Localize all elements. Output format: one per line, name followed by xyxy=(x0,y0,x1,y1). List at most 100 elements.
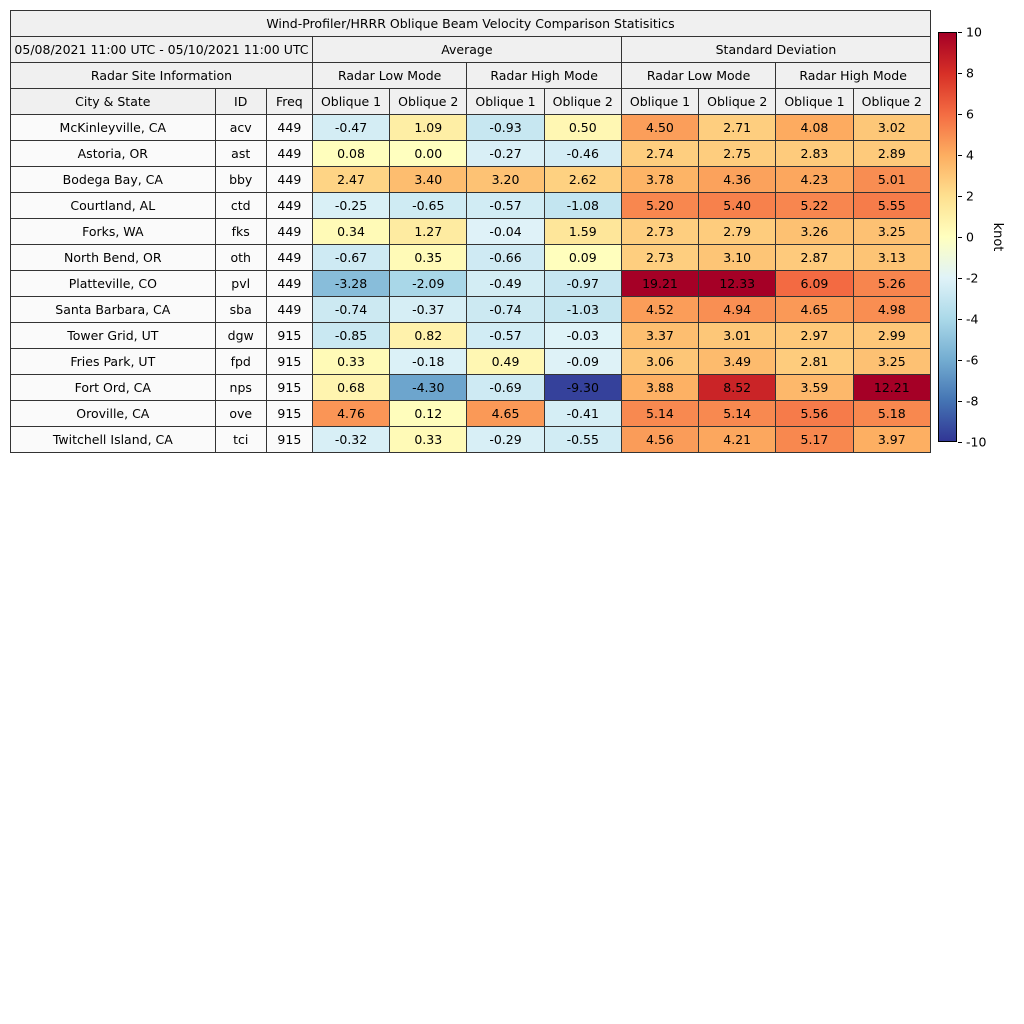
value-cell: -0.93 xyxy=(466,114,545,141)
freq-cell: 449 xyxy=(265,192,313,219)
table-row: North Bend, OR oth 449 -0.67 0.35 -0.66 0.09 2.… xyxy=(10,244,932,271)
city-state-cell: Platteville, CO xyxy=(10,270,216,297)
value-cell: -0.66 xyxy=(466,244,545,271)
value-cell: -0.46 xyxy=(543,140,622,167)
value-cell: -1.03 xyxy=(543,296,622,323)
col-header-oblique2: Oblique 2 xyxy=(543,88,622,115)
city-state-cell: Oroville, CA xyxy=(10,400,216,427)
value-cell: -9.30 xyxy=(543,374,622,401)
freq-cell: 449 xyxy=(265,166,313,193)
value-cell: 2.79 xyxy=(698,218,777,245)
colorbar-tick-mark xyxy=(958,237,962,238)
value-cell: 3.88 xyxy=(620,374,700,401)
value-cell: -0.55 xyxy=(543,426,622,453)
colorbar-tick-mark xyxy=(958,196,962,197)
value-cell: 3.25 xyxy=(852,348,932,375)
value-cell: 2.97 xyxy=(775,322,854,349)
period-cell: 05/08/2021 11:00 UTC - 05/10/2021 11:00 … xyxy=(10,36,313,63)
value-cell: 5.17 xyxy=(775,426,854,453)
value-cell: 2.83 xyxy=(775,140,854,167)
colorbar-tick-mark xyxy=(958,278,962,279)
std-low-mode-header: Radar Low Mode xyxy=(620,62,777,89)
avg-high-mode-header: Radar High Mode xyxy=(466,62,622,89)
site-id-cell: pvl xyxy=(214,270,267,297)
freq-cell: 915 xyxy=(265,426,313,453)
value-cell: 0.82 xyxy=(389,322,468,349)
value-cell: 5.01 xyxy=(852,166,932,193)
site-id-cell: nps xyxy=(214,374,267,401)
value-cell: 0.50 xyxy=(543,114,622,141)
site-info-header: Radar Site Information xyxy=(10,62,313,89)
value-cell: 0.33 xyxy=(311,348,391,375)
colorbar-tick-mark xyxy=(958,155,962,156)
city-state-cell: Forks, WA xyxy=(10,218,216,245)
value-cell: 5.40 xyxy=(698,192,777,219)
value-cell: -0.18 xyxy=(389,348,468,375)
value-cell: 3.26 xyxy=(775,218,854,245)
freq-cell: 449 xyxy=(265,218,313,245)
value-cell: -0.27 xyxy=(466,140,545,167)
value-cell: 2.73 xyxy=(620,218,700,245)
table-row: Twitchell Island, CA tci 915 -0.32 0.33 -0.29… xyxy=(10,426,932,453)
table-row: Bodega Bay, CA bby 449 2.47 3.40 3.20 2.62 3.78… xyxy=(10,166,932,193)
value-cell: 4.76 xyxy=(311,400,391,427)
value-cell: 5.14 xyxy=(620,400,700,427)
value-cell: 0.34 xyxy=(311,218,391,245)
value-cell: 1.27 xyxy=(389,218,468,245)
value-cell: 0.12 xyxy=(389,400,468,427)
value-cell: 3.37 xyxy=(620,322,700,349)
colorbar-tick-label: -4 xyxy=(966,311,979,327)
value-cell: 0.35 xyxy=(389,244,468,271)
table-row: Tower Grid, UT dgw 915 -0.85 0.82 -0.57 -0.03 3… xyxy=(10,322,932,349)
site-id-cell: ctd xyxy=(214,192,267,219)
value-cell: 2.73 xyxy=(620,244,700,271)
value-cell: -4.30 xyxy=(389,374,468,401)
colorbar-tick-mark xyxy=(958,319,962,320)
colorbar-tick-label: -8 xyxy=(966,393,979,409)
table-row: Fort Ord, CA nps 915 0.68 -4.30 -0.69 -9.30 3.8… xyxy=(10,374,932,401)
group-header-row: 05/08/2021 11:00 UTC - 05/10/2021 11:00 … xyxy=(10,36,932,63)
value-cell: 3.06 xyxy=(620,348,700,375)
value-cell: 4.36 xyxy=(698,166,777,193)
col-header-oblique2: Oblique 2 xyxy=(389,88,468,115)
col-header-oblique2: Oblique 2 xyxy=(698,88,777,115)
value-cell: -1.08 xyxy=(543,192,622,219)
value-cell: -0.85 xyxy=(311,322,391,349)
value-cell: 3.20 xyxy=(466,166,545,193)
value-cell: 2.47 xyxy=(311,166,391,193)
title-row: Wind-Profiler/HRRR Oblique Beam Velocity… xyxy=(10,10,931,37)
value-cell: 3.01 xyxy=(698,322,777,349)
value-cell: -3.28 xyxy=(311,270,391,297)
table-row: Astoria, OR ast 449 0.08 0.00 -0.27 -0.46 2.74 2… xyxy=(10,140,932,167)
value-cell: -0.67 xyxy=(311,244,391,271)
value-cell: -0.49 xyxy=(466,270,545,297)
value-cell: 2.75 xyxy=(698,140,777,167)
freq-cell: 449 xyxy=(265,244,313,271)
group-header-standard-deviation: Standard Deviation xyxy=(620,36,932,63)
freq-cell: 915 xyxy=(265,374,313,401)
city-state-cell: Fort Ord, CA xyxy=(10,374,216,401)
avg-low-mode-header: Radar Low Mode xyxy=(311,62,468,89)
city-state-cell: Tower Grid, UT xyxy=(10,322,216,349)
city-state-cell: Twitchell Island, CA xyxy=(10,426,216,453)
col-header-id: ID xyxy=(214,88,267,115)
value-cell: 0.49 xyxy=(466,348,545,375)
colorbar-tick-mark xyxy=(958,360,962,361)
site-id-cell: bby xyxy=(214,166,267,193)
site-id-cell: acv xyxy=(214,114,267,141)
value-cell: -0.32 xyxy=(311,426,391,453)
colorbar-tick-label: 8 xyxy=(966,65,974,81)
value-cell: 1.09 xyxy=(389,114,468,141)
site-id-cell: sba xyxy=(214,296,267,323)
freq-cell: 449 xyxy=(265,296,313,323)
value-cell: 6.09 xyxy=(775,270,854,297)
freq-cell: 915 xyxy=(265,400,313,427)
value-cell: -0.41 xyxy=(543,400,622,427)
colorbar-tick-label: -2 xyxy=(966,270,979,286)
site-id-cell: oth xyxy=(214,244,267,271)
value-cell: 2.89 xyxy=(852,140,932,167)
value-cell: 3.40 xyxy=(389,166,468,193)
city-state-cell: Fries Park, UT xyxy=(10,348,216,375)
value-cell: -0.04 xyxy=(466,218,545,245)
